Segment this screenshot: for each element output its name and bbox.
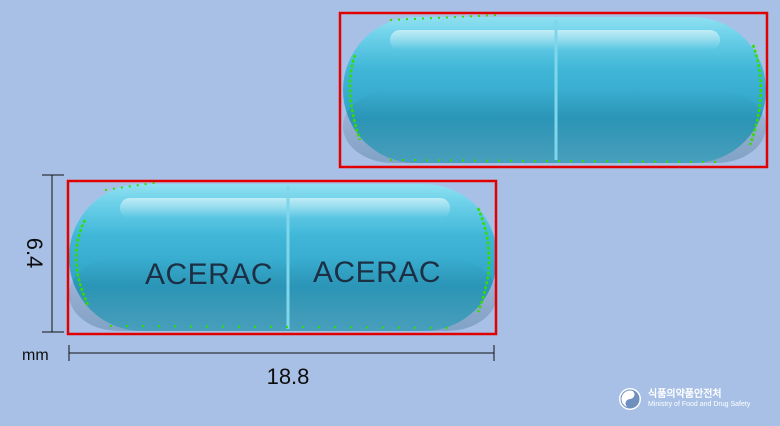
width-dimension: 6.4 (22, 174, 64, 333)
back-capsule (343, 14, 766, 163)
length-value: 18.8 (267, 364, 310, 389)
unit-label: mm (22, 347, 49, 364)
length-dimension: 18.8 (68, 345, 495, 389)
imprint-right: ACERAC (313, 256, 441, 289)
front-capsule-box (66, 179, 498, 336)
imprint-left: ACERAC (145, 258, 273, 291)
width-value: 6.4 (22, 238, 47, 269)
front-capsule: ACERAC ACERAC (69, 181, 497, 331)
ministry-name-korean: 식품의약품안전처 (648, 389, 722, 401)
ministry-watermark: 식품의약품안전처 Ministry of Food and Drug Safet… (618, 387, 750, 411)
ministry-name-english: Ministry of Food and Drug Safety (648, 400, 751, 408)
back-capsule-box (338, 11, 769, 169)
taegeuk-emblem-icon (619, 388, 641, 410)
